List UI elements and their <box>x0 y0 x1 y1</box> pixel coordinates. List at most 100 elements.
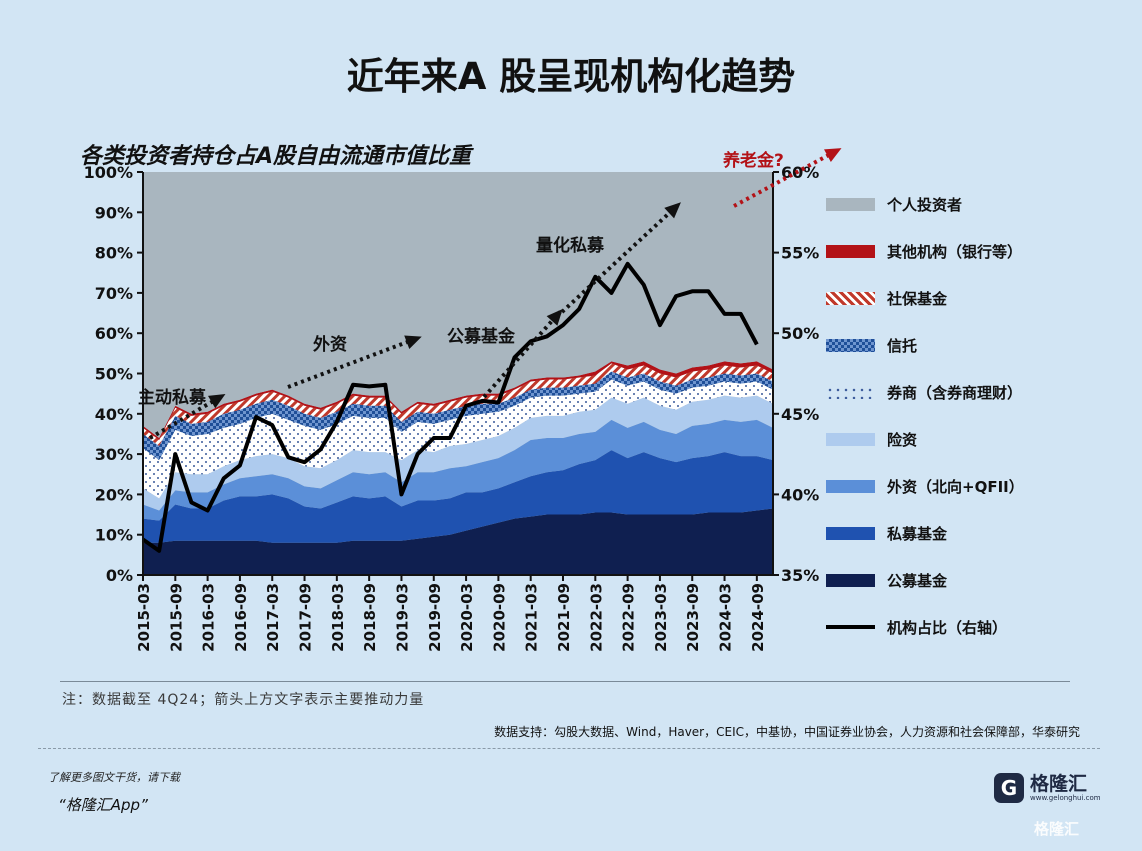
x-tick-label: 2024-09 <box>749 583 767 652</box>
legend-swatch <box>826 244 875 258</box>
x-tick-label: 2023-03 <box>652 583 670 652</box>
trend-annotation-label: 养老金? <box>722 150 784 171</box>
page-title: 近年来A 股呈现机构化趋势 <box>346 55 796 98</box>
legend-item: 其他机构（银行等） <box>826 240 1022 262</box>
trend-arrow-head <box>208 393 226 409</box>
dashed-divider <box>38 748 1100 749</box>
watermark: 格隆汇 <box>1034 820 1080 838</box>
left-tick-label: 10% <box>95 526 133 545</box>
left-tick-label: 90% <box>95 203 133 222</box>
left-tick-label: 0% <box>106 566 133 585</box>
legend-label: 险资 <box>887 430 918 449</box>
trend-arrow-line <box>560 203 680 314</box>
legend-item: 社保基金 <box>826 287 947 309</box>
x-tick-label: 2019-09 <box>426 583 444 652</box>
x-tick-label: 2021-09 <box>555 583 573 652</box>
legend-item: 公募基金 <box>826 569 947 591</box>
institutional-share-line <box>141 261 759 553</box>
chart-areas <box>143 172 773 575</box>
legend-swatch <box>826 573 875 587</box>
legend-swatch <box>826 432 875 446</box>
left-tick-label: 30% <box>95 445 133 464</box>
x-tick-label: 2017-09 <box>297 583 315 652</box>
legend-label: 券商（含券商理财） <box>887 383 1023 402</box>
chart-title: 各类投资者持仓占A股自由流通市值比重 <box>80 143 474 169</box>
left-tick-label: 60% <box>95 324 133 343</box>
trend-arrow-head <box>404 335 422 349</box>
logo-name: 格隆汇 <box>1030 773 1088 795</box>
logo-g-icon: G <box>994 773 1024 803</box>
trend-annotation-label: 量化私募 <box>536 235 605 256</box>
x-tick-label: 2015-03 <box>135 583 153 652</box>
right-tick-label: 40% <box>781 485 819 504</box>
x-tick-label: 2018-09 <box>361 583 379 652</box>
legend-item: 险资 <box>826 428 917 450</box>
right-tick-label: 50% <box>781 324 819 343</box>
trend-arrow-head <box>664 202 681 219</box>
legend-line-swatch <box>826 625 875 629</box>
legend-item: 信托 <box>826 334 917 356</box>
legend-item: 个人投资者 <box>826 193 962 215</box>
right-tick-label: 55% <box>781 244 819 263</box>
x-tick-label: 2019-03 <box>393 583 411 652</box>
trend-arrow-line <box>733 148 839 208</box>
legend-label: 其他机构（银行等） <box>887 242 1023 261</box>
left-tick-label: 50% <box>95 365 133 384</box>
legend-swatch <box>826 197 875 211</box>
trend-arrow-line <box>287 336 419 389</box>
chart-note: 注：数据截至 4Q24；箭头上方文字表示主要推动力量 <box>62 692 425 708</box>
legend-item-line: 机构占比（右轴） <box>826 616 1007 638</box>
area-series-3 <box>143 395 773 511</box>
trend-annotation-label: 外资 <box>313 334 347 355</box>
right-tick-label: 60% <box>781 163 819 182</box>
left-tick-label: 80% <box>95 244 133 263</box>
left-tick-label: 20% <box>95 485 133 504</box>
trend-annotation-label: 主动私募 <box>138 387 207 408</box>
divider <box>60 681 1070 682</box>
legend-swatch <box>826 526 875 540</box>
x-tick-label: 2017-03 <box>264 583 282 652</box>
x-tick-label: 2020-03 <box>458 583 476 652</box>
chart-line-layer <box>141 261 759 553</box>
legend-item: 私募基金 <box>826 522 947 544</box>
x-tick-label: 2015-09 <box>167 583 185 652</box>
x-tick-label: 2018-03 <box>329 583 347 652</box>
promo-app-name: “格隆汇App” <box>58 796 148 814</box>
x-tick-label: 2024-03 <box>717 583 735 652</box>
area-series-4 <box>143 379 773 499</box>
trend-arrows: 主动私募 外资 公募基金 量化私募 养老金? <box>138 148 842 440</box>
legend-swatch <box>826 291 875 305</box>
x-tick-label: 2023-09 <box>684 583 702 652</box>
legend-item: 外资（北向+QFII） <box>826 475 1024 497</box>
chart-ticks: 0% 10% 20% 30% 40% 50% 60% 70% 80% 90% 100% 35% 40% 4… <box>84 163 820 652</box>
logo-url: www.gelonghui.com <box>1030 794 1101 802</box>
legend-item: 券商（含券商理财） <box>826 381 1022 403</box>
trend-arrow-head <box>824 148 842 163</box>
legend-label: 公募基金 <box>887 571 948 590</box>
area-series-1 <box>143 450 773 543</box>
x-tick-label: 2022-09 <box>620 583 638 652</box>
x-tick-label: 2020-09 <box>490 583 508 652</box>
trend-arrow-line <box>482 310 562 399</box>
right-tick-label: 45% <box>781 405 819 424</box>
x-tick-label: 2022-03 <box>587 583 605 652</box>
area-series-2 <box>143 419 773 521</box>
data-source: 数据支持：勾股大数据、Wind，Haver，CEIC，中基协，中国证券业协会，人… <box>494 725 1080 739</box>
area-series-8 <box>143 172 773 438</box>
legend-label: 机构占比（右轴） <box>887 618 1008 637</box>
area-series-5 <box>143 371 773 461</box>
legend-label: 社保基金 <box>887 289 948 308</box>
legend-label: 个人投资者 <box>887 195 963 214</box>
legend-swatch <box>826 338 875 352</box>
left-tick-label: 100% <box>84 163 133 182</box>
left-tick-label: 40% <box>95 405 133 424</box>
x-tick-label: 2021-03 <box>523 583 541 652</box>
right-tick-label: 35% <box>781 566 819 585</box>
chart: 0% 10% 20% 30% 40% 50% 60% 70% 80% 90% 100% 35% 40% 4… <box>80 143 842 652</box>
legend-label: 信托 <box>887 336 918 355</box>
trend-annotation-label: 公募基金 <box>447 326 516 347</box>
area-series-0 <box>143 508 773 575</box>
legend-swatch <box>826 479 875 493</box>
promo-text: 了解更多图文干货，请下载 <box>48 771 180 784</box>
brand-logo: G 格隆汇 www.gelonghui.com <box>994 773 1101 803</box>
